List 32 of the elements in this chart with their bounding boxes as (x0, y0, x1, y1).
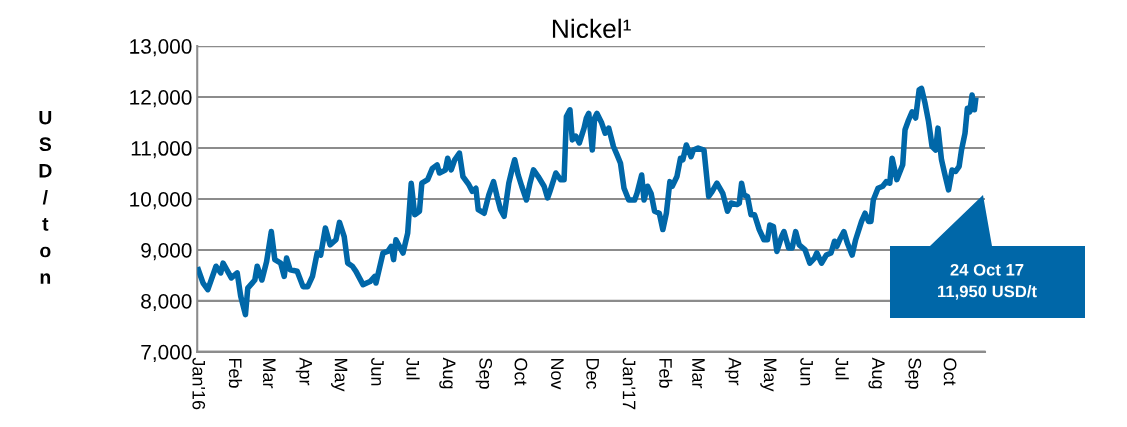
x-tick-label: Mar (262, 358, 276, 389)
y-tick-label: 10,000 (130, 191, 192, 210)
x-tick-label: Oct (514, 358, 528, 386)
y-tick-label: 11,000 (131, 141, 192, 159)
y-tick-label: 13,000 (130, 39, 192, 57)
x-tick-label: Dec (586, 358, 599, 390)
chart-title: Nickel¹ (552, 18, 631, 39)
x-tick-label: Jul (406, 357, 420, 380)
x-tick-label: Aug (868, 357, 885, 389)
x-tick-label: Apr (295, 357, 312, 386)
x-tick-label: Mar (692, 358, 705, 389)
annotation: 24 Oct 17 11,950 USD/t (938, 263, 1037, 300)
y-tick-label: 12,000 (130, 90, 192, 108)
x-tick-label: Jan'17 (622, 357, 636, 410)
x-tick-label: Jul (835, 357, 849, 380)
x-tick-label: Jan'16 (192, 357, 206, 410)
y-tick-label: 9,000 (141, 242, 192, 261)
x-tick-label: Feb (228, 358, 243, 388)
x-tick-label: Sep (904, 358, 922, 389)
x-tick-label: Feb (659, 358, 673, 388)
x-tick-label: Oct (943, 358, 957, 386)
x-tick-label: Aug (439, 357, 456, 389)
x-tick-label: May (760, 358, 777, 392)
x-tick-label: Jun (371, 357, 384, 386)
x-tick-label: Nov (550, 358, 564, 390)
x-tick-label: Sep (475, 358, 493, 389)
x-tick-label: Jun (800, 357, 813, 386)
y-axis-title: USD/ton (39, 110, 52, 284)
y-tick-label: 8,000 (141, 293, 192, 312)
x-tick-label: May (331, 358, 348, 392)
y-tick-label: 7,000 (141, 344, 192, 363)
x-tick-label: Apr (724, 357, 742, 386)
